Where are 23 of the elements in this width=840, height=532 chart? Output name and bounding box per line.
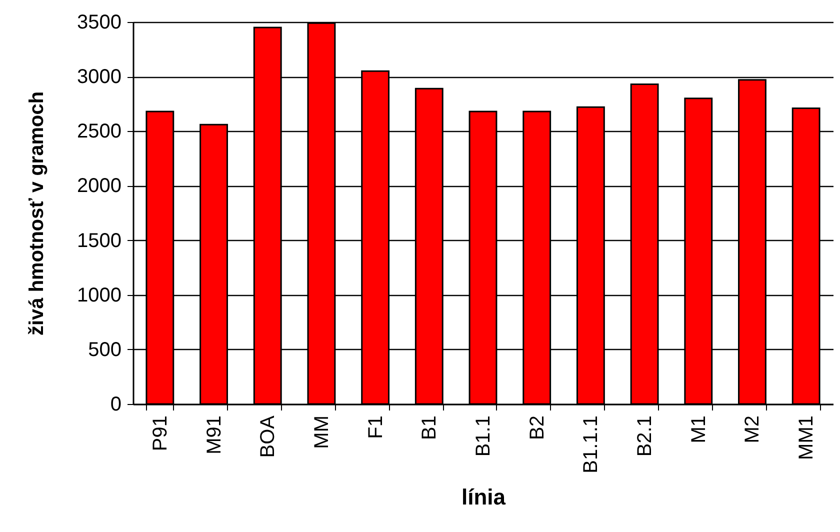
x-tick-label: MM1	[796, 416, 818, 460]
y-tick-label: 1500	[77, 230, 122, 252]
x-tick-label: B2	[526, 416, 548, 440]
y-tick-label: 2500	[77, 120, 122, 143]
y-tick-label: 3500	[77, 12, 122, 34]
y-tick-label: 3000	[77, 66, 122, 88]
x-tick-label: B2.1	[634, 416, 656, 457]
x-tick-label: B1	[418, 416, 441, 440]
x-tick-label: MM	[310, 416, 333, 449]
x-tick-label: P91	[149, 416, 172, 452]
x-tick-label: B1.1.1	[580, 416, 602, 474]
y-tick-label: 500	[88, 338, 122, 361]
y-tick-label: 1000	[77, 284, 122, 306]
x-tick-label: M91	[203, 416, 226, 454]
x-tick-label: M1	[688, 416, 710, 444]
x-tick-label: F1	[364, 416, 387, 439]
x-tick-label: M2	[742, 416, 764, 444]
y-axis-title: živá hmotnosť v gramoch	[26, 91, 48, 336]
x-tick-label: B1.1	[472, 416, 494, 457]
x-axis-title: línia	[461, 484, 506, 510]
y-tick-label: 2000	[77, 175, 122, 198]
y-tick-label: 0	[110, 394, 122, 416]
x-tick-label: BOA	[257, 414, 280, 458]
